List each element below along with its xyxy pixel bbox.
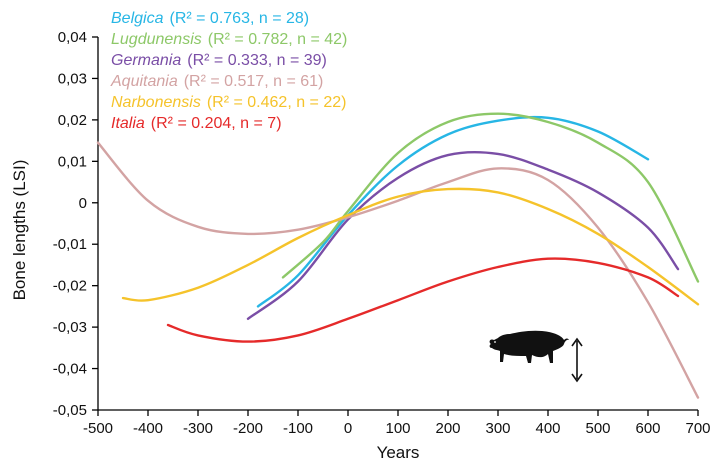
series-line-italia xyxy=(166,257,680,343)
legend-series-name: Lugdunensis xyxy=(111,31,202,48)
y-tick-label: -0,02 xyxy=(53,278,87,295)
legend-series-name: Italia xyxy=(111,115,145,132)
series-line-lugdunensis xyxy=(281,112,700,283)
legend-series-stats: (R² = 0.333, n = 39) xyxy=(187,52,327,69)
x-tick-label: 300 xyxy=(485,420,510,437)
x-axis-title: Years xyxy=(377,443,420,462)
x-tick-label: 500 xyxy=(585,420,610,437)
series-line-germania xyxy=(246,150,680,320)
legend-series-stats: (R² = 0.763, n = 28) xyxy=(169,10,309,27)
x-tick-label: 0 xyxy=(344,420,352,437)
x-tick-label: 100 xyxy=(385,420,410,437)
x-tick-label: -400 xyxy=(133,420,163,437)
y-axis: 0,04 0,03 0,02 0,01 0 -0,01 -0,02 -0,03 -0,04 -0,… xyxy=(53,29,99,419)
legend-series-stats: (R² = 0.517, n = 61) xyxy=(184,73,324,90)
y-axis-title: Bone lengths (LSI) xyxy=(10,160,29,301)
legend-entry: Germania (R² = 0.333, n = 39) xyxy=(111,52,327,69)
legend-entry: Italia (R² = 0.204, n = 7) xyxy=(111,115,282,132)
y-tick-label: -0,01 xyxy=(53,236,87,253)
y-tick-label: -0,03 xyxy=(53,319,87,336)
legend-entry: Aquitania (R² = 0.517, n = 61) xyxy=(110,73,323,90)
legend-series-name: Germania xyxy=(111,52,181,69)
legend-entry: Lugdunensis (R² = 0.782, n = 42) xyxy=(111,31,347,48)
y-tick-label: 0 xyxy=(79,195,87,212)
series-line-narbonensis xyxy=(121,187,700,306)
x-tick-label: -500 xyxy=(83,420,113,437)
vertical-double-arrow-icon xyxy=(571,337,583,383)
y-tick-label: 0,03 xyxy=(58,70,87,87)
series-line-belgica xyxy=(256,115,650,308)
legend-series-name: Narbonensis xyxy=(111,94,201,111)
x-tick-label: -300 xyxy=(183,420,213,437)
series-layer xyxy=(96,112,700,399)
legend-series-stats: (R² = 0.782, n = 42) xyxy=(208,31,348,48)
legend-entry: Belgica (R² = 0.763, n = 28) xyxy=(111,10,309,27)
x-tick-label: 200 xyxy=(435,420,460,437)
legend-series-name: Aquitania xyxy=(110,73,178,90)
x-tick-label: 600 xyxy=(635,420,660,437)
x-tick-label: -200 xyxy=(233,420,263,437)
y-tick-label: 0,01 xyxy=(58,153,87,170)
y-tick-label: 0,04 xyxy=(58,29,87,46)
legend-entry: Narbonensis (R² = 0.462, n = 22) xyxy=(111,94,346,111)
series-line-aquitania xyxy=(96,141,700,399)
x-tick-label: -100 xyxy=(283,420,313,437)
x-tick-label: 400 xyxy=(535,420,560,437)
legend: Belgica (R² = 0.763, n = 28) Lugdunensis (R… xyxy=(110,10,347,132)
legend-series-name: Belgica xyxy=(111,10,164,27)
y-tick-label: 0,02 xyxy=(58,112,87,129)
x-axis: -500 -400 -300 -200 -100 0 100 200 300 400 500 600 7… xyxy=(83,409,711,437)
legend-series-stats: (R² = 0.204, n = 7) xyxy=(151,115,282,132)
x-tick-label: 700 xyxy=(685,420,710,437)
legend-series-stats: (R² = 0.462, n = 22) xyxy=(207,94,347,111)
pig-silhouette-icon xyxy=(489,330,569,363)
y-tick-label: -0,04 xyxy=(53,361,87,378)
y-tick-label: -0,05 xyxy=(53,402,87,419)
